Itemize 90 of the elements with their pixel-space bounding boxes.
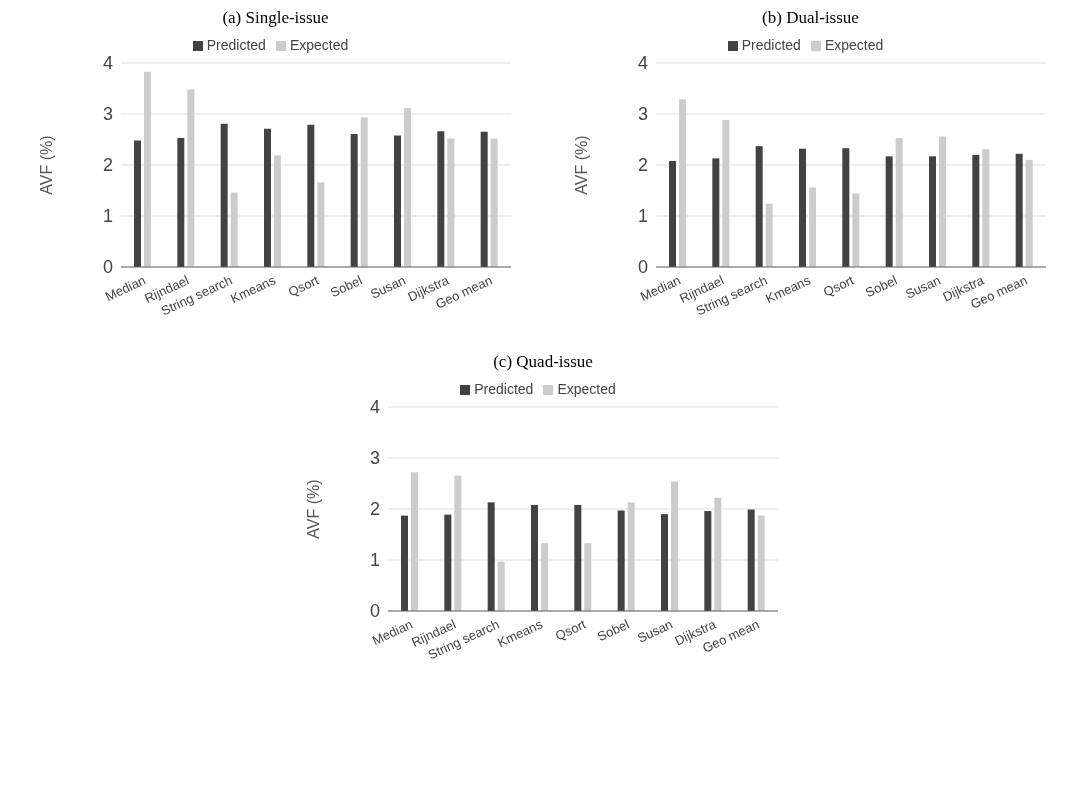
bar (1015, 153, 1023, 267)
bar (1025, 159, 1033, 267)
bar (928, 156, 936, 267)
bar (436, 131, 444, 267)
bar (186, 89, 194, 267)
x-tick-label: Susan (367, 272, 408, 302)
bar (444, 514, 452, 611)
legend-label: Predicted (206, 37, 266, 53)
bar (714, 497, 722, 611)
bar (176, 137, 184, 267)
y-tick-label: 1 (102, 206, 113, 227)
y-tick-label: 4 (102, 53, 113, 74)
bar (808, 187, 816, 267)
bar (143, 71, 151, 267)
bar (541, 543, 548, 611)
bar (487, 502, 495, 611)
y-tick-label: 1 (637, 206, 648, 227)
bar (704, 511, 712, 611)
bar (306, 124, 314, 267)
legend-label: Predicted (741, 37, 801, 53)
x-tick-label: Qsort (553, 616, 589, 644)
bar (574, 504, 582, 611)
bar (851, 193, 859, 267)
bar (671, 481, 678, 611)
legend-label: Expected (557, 381, 616, 397)
y-axis-title: AVF (%) (304, 479, 322, 539)
x-tick-label: Susan (635, 616, 675, 646)
bar (895, 137, 903, 267)
x-tick-label: Sobel (862, 272, 900, 301)
bar (755, 146, 763, 267)
y-tick-label: 2 (637, 155, 648, 176)
chart-title: (b) Dual-issue (761, 8, 860, 29)
x-tick-label: Sobel (327, 272, 365, 301)
bar (531, 504, 538, 611)
y-tick-label: 0 (102, 257, 113, 278)
bar (490, 138, 498, 267)
bar (584, 543, 592, 611)
y-tick-label: 4 (369, 397, 380, 418)
bar (411, 472, 418, 611)
bar (360, 117, 368, 267)
bar (938, 136, 946, 267)
bar (497, 561, 505, 611)
y-tick-label: 3 (102, 104, 113, 125)
legend-label: Predicted (474, 381, 534, 397)
x-tick-label: Qsort (285, 272, 322, 300)
bar (627, 502, 635, 611)
bar (350, 133, 358, 267)
bar (757, 515, 765, 611)
bar (841, 148, 849, 267)
bar (263, 128, 271, 267)
y-axis-title: AVF (%) (37, 135, 55, 195)
bar (721, 120, 729, 267)
y-tick-label: 2 (369, 499, 380, 520)
chart-title: (c) Quad-issue (492, 352, 594, 373)
y-axis-title: AVF (%) (572, 135, 590, 195)
bar (220, 123, 228, 267)
bar (981, 149, 989, 267)
y-tick-label: 3 (637, 104, 648, 125)
bar (668, 160, 676, 267)
bar (133, 140, 141, 267)
bar (393, 135, 401, 267)
bar (678, 99, 686, 267)
bar (661, 514, 668, 611)
bar (230, 192, 238, 267)
y-tick-label: 2 (102, 155, 113, 176)
bar (316, 182, 324, 267)
bar (798, 148, 806, 267)
y-tick-label: 0 (369, 601, 380, 622)
y-tick-label: 3 (369, 448, 380, 469)
bar (711, 158, 719, 267)
bar (401, 515, 408, 611)
x-tick-label: Susan (902, 272, 943, 302)
bar (765, 203, 773, 267)
chart-title: (a) Single-issue (221, 8, 330, 29)
x-tick-label: Qsort (820, 272, 857, 300)
bar (885, 156, 893, 267)
bar (480, 131, 488, 267)
legend-label: Expected (824, 37, 884, 53)
bar (403, 107, 411, 267)
y-tick-label: 1 (369, 550, 380, 571)
bar (273, 155, 281, 267)
bar (971, 154, 979, 267)
y-tick-label: 4 (637, 53, 648, 74)
legend-label: Expected (289, 37, 349, 53)
bar (446, 138, 454, 267)
bar (747, 509, 755, 611)
bar (617, 510, 625, 611)
y-tick-label: 0 (637, 257, 648, 278)
x-tick-label: Sobel (595, 616, 632, 645)
bar (454, 475, 462, 611)
